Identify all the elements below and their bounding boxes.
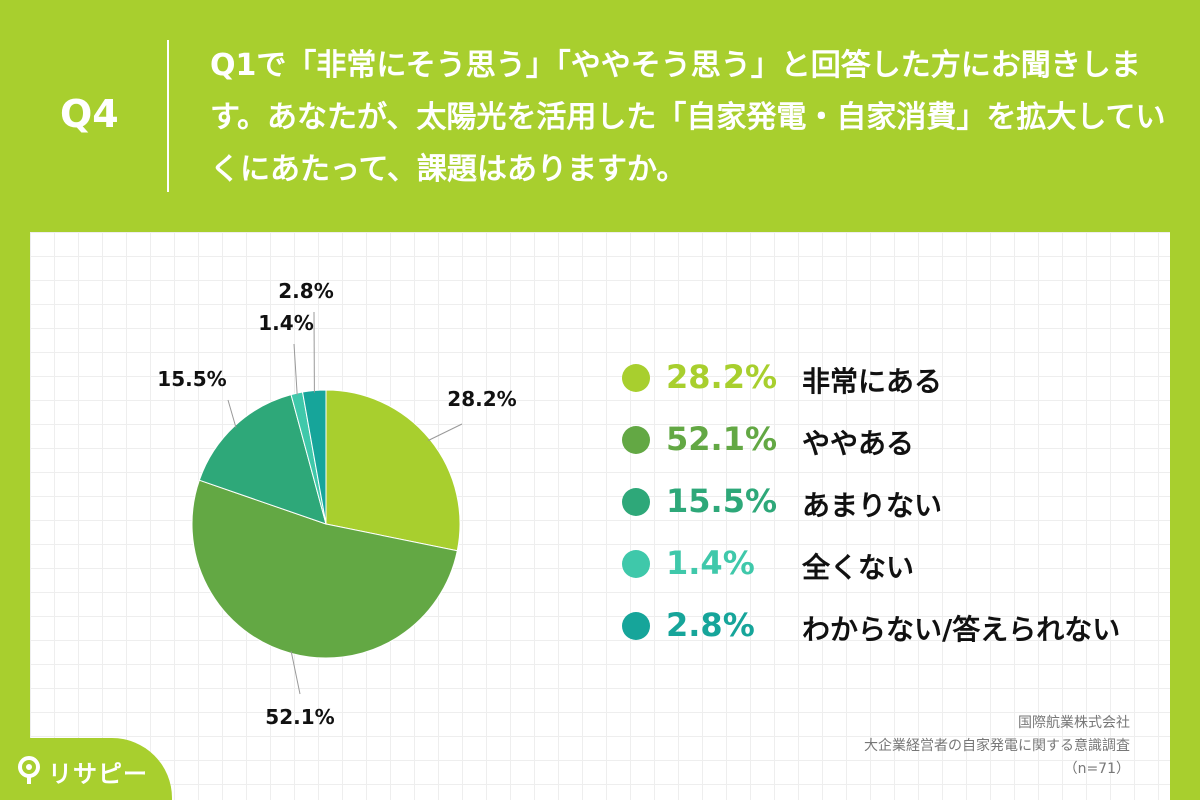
legend-label: あまりない (802, 489, 943, 522)
legend-percent: 52.1% (666, 420, 778, 458)
source-company: 国際航業株式会社 (1018, 715, 1130, 731)
legend-dot (622, 488, 650, 516)
legend-dot (622, 612, 650, 640)
pin-icon (18, 756, 40, 784)
question-text: Q1で「非常にそう思う」「ややそう思う」と回答した方にお聞きします。あなたが、太… (210, 48, 1166, 187)
pie-slice (325, 389, 461, 552)
legend-label: 非常にある (802, 365, 943, 398)
question-number: Q4 (60, 92, 119, 136)
chart-card: 28.2% 52.1% 15.5% 1.4% 2.8% 28.2% 非常にある 52.1… (30, 232, 1170, 800)
question-header: Q4 Q1で「非常にそう思う」「ややそう思う」と回答した方にお聞きします。あなた… (0, 0, 1200, 230)
legend-label: ややある (802, 427, 915, 460)
data-label: 15.5% (157, 367, 226, 391)
brand-name: リサピー (48, 760, 148, 788)
pie-chart: 28.2% 52.1% 15.5% 1.4% 2.8% (157, 279, 516, 729)
leader-line (293, 343, 298, 396)
pie-slice (198, 394, 327, 525)
header-divider (167, 40, 169, 192)
source-note: 国際航業株式会社 大企業経営者の自家発電に関する意識調査 （n=71） (864, 712, 1130, 781)
source-survey: 大企業経営者の自家発電に関する意識調査 (864, 738, 1130, 754)
legend-percent: 28.2% (666, 358, 778, 396)
legend-label: 全くない (802, 551, 915, 584)
data-label: 1.4% (258, 311, 313, 335)
legend-dot (622, 550, 650, 578)
data-label: 52.1% (265, 705, 334, 729)
leader-line (290, 651, 301, 695)
brand-logo: リサピー (0, 738, 172, 800)
legend-dot (622, 426, 650, 454)
data-label: 28.2% (447, 387, 516, 411)
legend-label: わからない/答えられない (802, 613, 1121, 646)
data-label: 2.8% (278, 279, 333, 303)
source-sample-size: （n=71） (1063, 761, 1130, 777)
pie-slice (191, 479, 458, 659)
leader-line (227, 399, 237, 428)
leader-line (428, 423, 463, 441)
legend-percent: 1.4% (666, 544, 755, 582)
legend-dot (622, 364, 650, 392)
legend-percent: 2.8% (666, 606, 755, 644)
legend-percent: 15.5% (666, 482, 778, 520)
